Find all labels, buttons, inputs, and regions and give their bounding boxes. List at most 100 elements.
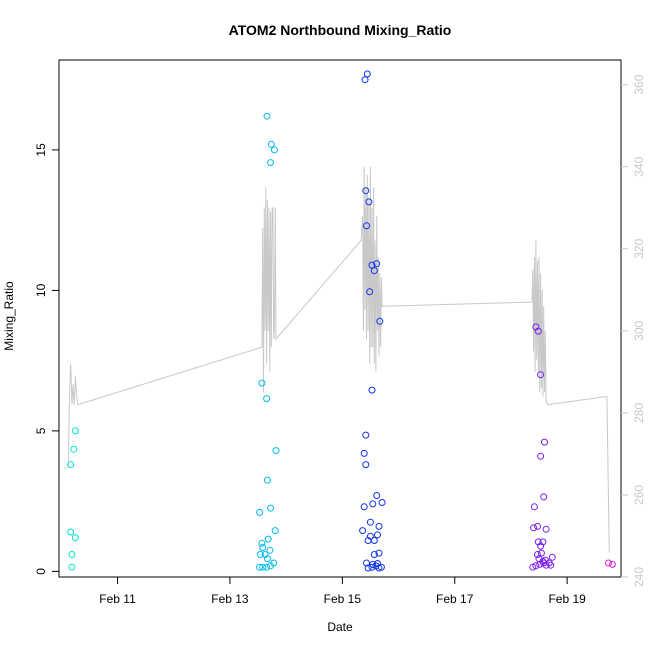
data-point xyxy=(534,551,541,558)
data-point xyxy=(375,549,383,557)
data-point xyxy=(256,508,264,516)
secondary-line xyxy=(67,166,610,553)
data-point xyxy=(263,395,271,403)
data-point xyxy=(363,70,371,78)
data-point xyxy=(608,560,616,568)
data-point xyxy=(267,159,274,167)
data-point xyxy=(369,560,377,568)
data-point xyxy=(272,447,280,455)
data-point xyxy=(377,563,385,571)
data-point xyxy=(532,562,540,570)
data-point xyxy=(539,538,547,546)
data-point xyxy=(362,187,370,195)
data-point xyxy=(266,546,274,554)
data-point xyxy=(256,551,264,558)
data-point xyxy=(375,522,383,530)
data-point xyxy=(373,260,381,268)
plot-frame xyxy=(58,59,622,578)
y-tick-label: 15 xyxy=(34,143,48,157)
data-point xyxy=(263,563,271,571)
y2-tick-label: 300 xyxy=(632,320,646,340)
data-point xyxy=(534,538,542,546)
data-point xyxy=(366,288,374,296)
y-axis-label: Mixing_Ratio xyxy=(2,281,16,351)
data-point xyxy=(534,522,541,530)
data-point xyxy=(532,323,540,331)
data-point xyxy=(376,317,384,325)
data-point xyxy=(263,112,271,120)
data-point xyxy=(530,503,538,511)
x-tick-label: Feb 19 xyxy=(548,592,586,606)
data-point xyxy=(270,146,278,154)
data-point xyxy=(605,559,612,567)
data-point xyxy=(374,560,381,567)
data-point xyxy=(378,499,386,506)
data-point xyxy=(363,559,370,567)
data-point xyxy=(368,386,376,394)
y2-tick-label: 280 xyxy=(632,403,646,423)
data-point xyxy=(258,379,266,387)
data-point xyxy=(68,563,76,571)
data-point xyxy=(362,461,370,469)
y-tick-label: 10 xyxy=(34,283,48,297)
data-point xyxy=(361,76,369,84)
data-point xyxy=(374,531,381,539)
data-point xyxy=(363,222,370,230)
data-point xyxy=(70,445,78,453)
x-axis: Feb 11 Feb 13 Feb 15 Feb 17 Feb 19 xyxy=(99,577,586,606)
data-point xyxy=(370,537,378,544)
chart-title: ATOM2 Northbound Mixing_Ratio xyxy=(229,22,452,38)
data-point xyxy=(68,551,76,558)
data-point xyxy=(537,542,545,550)
data-point xyxy=(535,555,543,563)
point-series xyxy=(67,70,616,572)
y2-tick-label: 240 xyxy=(632,567,646,587)
data-point xyxy=(264,535,272,543)
data-point xyxy=(540,493,548,501)
data-point xyxy=(530,524,538,532)
data-point xyxy=(67,461,75,469)
data-point xyxy=(362,431,370,439)
data-point xyxy=(369,500,377,508)
y-tick-label: 0 xyxy=(34,568,48,575)
data-point xyxy=(267,504,274,512)
data-point xyxy=(360,503,368,511)
x-axis-label: Date xyxy=(327,620,353,634)
data-point xyxy=(541,556,549,564)
data-point xyxy=(542,525,550,533)
y-axis-left: 0 5 10 15 xyxy=(34,143,59,575)
data-point xyxy=(360,449,368,457)
y2-tick-label: 320 xyxy=(632,238,646,258)
data-point xyxy=(261,551,269,558)
data-point xyxy=(366,518,374,526)
data-point xyxy=(267,140,275,148)
data-point xyxy=(259,544,267,551)
x-tick-label: Feb 15 xyxy=(324,592,362,606)
x-tick-label: Feb 17 xyxy=(436,592,474,606)
data-point xyxy=(365,198,373,206)
y-axis-right: 240 260 280 300 320 340 360 xyxy=(621,74,646,587)
data-point xyxy=(263,555,271,563)
line-series xyxy=(67,166,610,553)
data-point xyxy=(368,261,376,269)
data-point xyxy=(256,563,264,571)
y-tick-label: 5 xyxy=(34,427,48,434)
data-point xyxy=(537,549,545,557)
data-point xyxy=(71,427,79,435)
data-point xyxy=(67,528,75,536)
data-point xyxy=(370,551,378,558)
data-point xyxy=(359,527,367,535)
data-point xyxy=(366,532,374,540)
x-tick-label: Feb 13 xyxy=(211,592,249,606)
data-point xyxy=(364,564,372,572)
y2-tick-label: 360 xyxy=(632,74,646,94)
data-point xyxy=(263,476,271,484)
data-point xyxy=(71,534,79,542)
data-point xyxy=(548,553,556,561)
data-point xyxy=(258,539,266,547)
data-point xyxy=(270,559,278,567)
data-point xyxy=(537,371,545,379)
data-point xyxy=(259,563,267,571)
data-point xyxy=(271,527,279,535)
